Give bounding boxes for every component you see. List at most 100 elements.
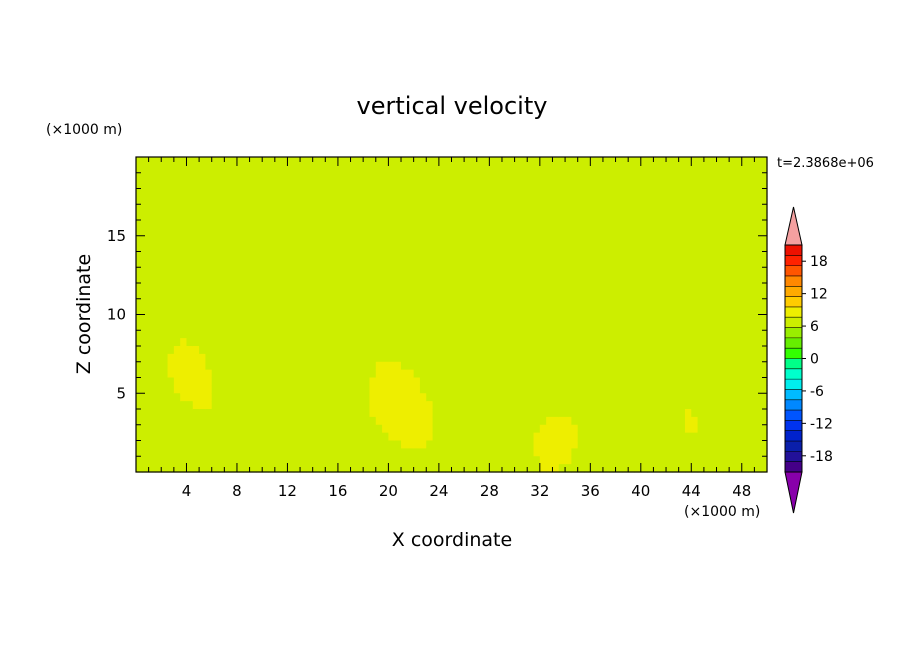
field-cell (760, 180, 768, 190)
field-cell (224, 338, 232, 347)
field-cell (539, 346, 547, 355)
field-cell (419, 464, 427, 473)
field-cell (350, 251, 358, 260)
field-cell (514, 212, 522, 221)
field-cell (413, 314, 421, 323)
field-cell (457, 401, 465, 410)
field-cell (369, 204, 377, 213)
field-cell (148, 448, 156, 457)
field-cell (281, 346, 289, 355)
field-cell (527, 314, 535, 323)
field-cell (476, 314, 484, 323)
field-cell (426, 227, 434, 237)
field-cell (211, 164, 219, 174)
field-cell (306, 188, 314, 197)
field-cell (180, 227, 188, 237)
field-cell (659, 157, 667, 166)
field-cell (192, 314, 200, 323)
field-cell (470, 346, 478, 355)
field-cell (211, 440, 219, 449)
field-cell (306, 330, 314, 339)
field-cell (350, 259, 358, 268)
field-cell (369, 322, 377, 331)
field-cell (464, 401, 472, 410)
field-cell (375, 164, 383, 174)
field-cell (722, 361, 730, 371)
field-cell (565, 314, 572, 323)
field-cell (268, 377, 276, 386)
field-cell (369, 220, 377, 229)
field-cell (300, 377, 307, 386)
field-cell (602, 157, 610, 166)
field-cell (678, 290, 686, 300)
field-cell (596, 180, 604, 190)
field-cell (476, 235, 484, 245)
field-cell (476, 298, 484, 308)
field-cell (590, 180, 598, 190)
field-cell (539, 314, 547, 323)
field-cell (571, 267, 579, 276)
field-cell (584, 385, 591, 394)
field-cell (173, 393, 181, 402)
field-cell (457, 448, 465, 457)
field-cell (281, 227, 289, 237)
field-cell (236, 157, 244, 166)
field-cell (451, 424, 459, 434)
field-cell (590, 283, 598, 292)
field-cell (325, 456, 333, 465)
field-cell (401, 330, 408, 339)
field-cell (647, 338, 655, 347)
field-cell (729, 306, 737, 316)
field-cell (691, 204, 699, 213)
field-cell (287, 330, 295, 339)
field-cell (375, 409, 383, 418)
field-cell (710, 180, 718, 190)
field-cell (154, 409, 162, 418)
field-cell (293, 267, 301, 276)
field-cell (640, 464, 648, 473)
field-cell (312, 212, 320, 221)
field-cell (520, 259, 528, 268)
field-cell (590, 369, 598, 379)
field-cell (464, 196, 472, 205)
field-cell (211, 432, 219, 442)
field-cell (520, 456, 528, 465)
field-cell (508, 204, 516, 213)
field-cell (546, 267, 554, 276)
field-cell (180, 440, 188, 449)
field-cell (470, 298, 478, 308)
field-cell (224, 298, 232, 308)
field-cell (337, 306, 345, 316)
field-cell (729, 314, 737, 323)
field-cell (331, 424, 339, 434)
field-cell (628, 369, 636, 379)
field-cell (729, 401, 737, 410)
field-cell (186, 220, 194, 229)
field-cell (527, 180, 535, 190)
field-cell (224, 267, 232, 276)
field-cell (729, 251, 737, 260)
field-cell (710, 432, 718, 442)
field-cell (268, 235, 276, 245)
field-cell (394, 416, 402, 426)
field-cell (520, 235, 528, 245)
field-cell (325, 283, 333, 292)
field-cell (495, 243, 503, 253)
field-cell (684, 361, 692, 371)
field-cell (419, 157, 427, 166)
field-cell (344, 416, 352, 426)
field-cell (558, 322, 566, 331)
field-cell (634, 180, 642, 190)
field-cell (483, 172, 490, 182)
field-cell (735, 377, 743, 386)
field-cell (426, 283, 434, 292)
field-cell (476, 196, 484, 205)
field-cell (451, 432, 459, 442)
field-cell (306, 432, 314, 442)
field-cell (148, 290, 156, 300)
field-cell (754, 353, 762, 363)
field-cell (350, 227, 358, 237)
field-cell (426, 338, 434, 347)
field-cell (565, 306, 572, 316)
field-cell (432, 464, 440, 473)
